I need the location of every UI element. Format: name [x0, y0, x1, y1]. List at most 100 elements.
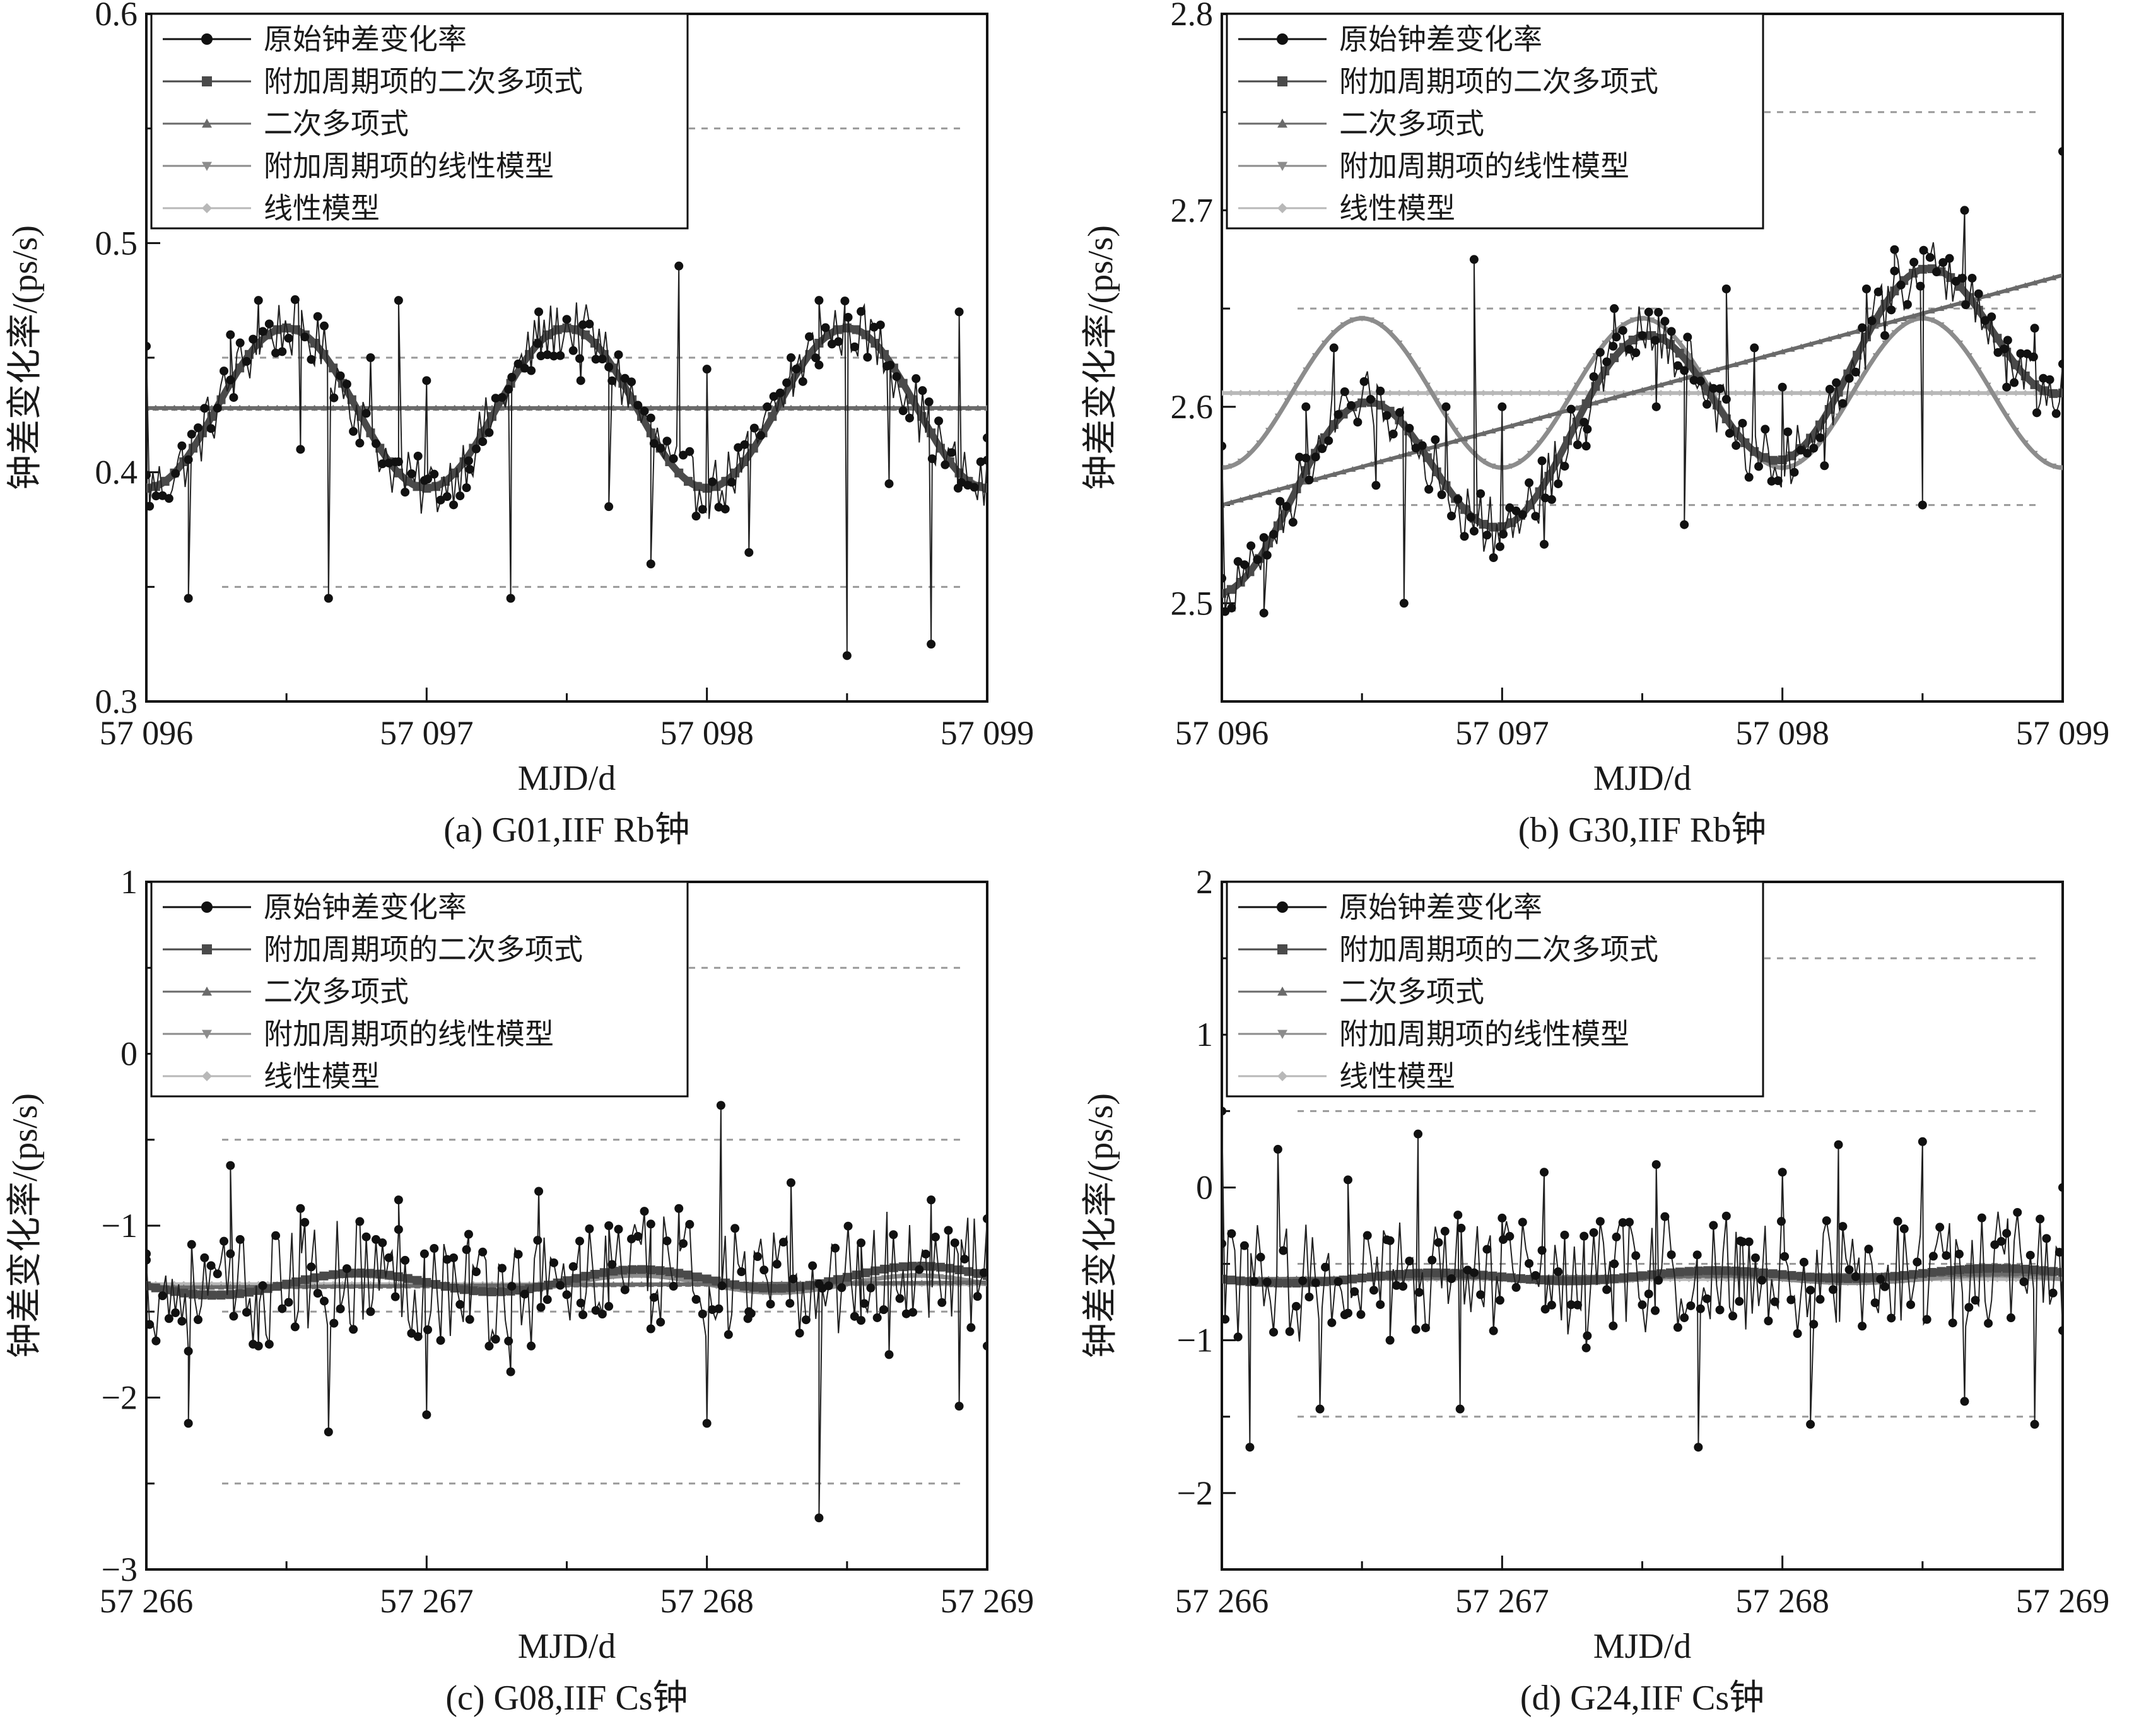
panel-a-model-point	[544, 404, 551, 411]
panel-d-raw-point	[1227, 1229, 1236, 1238]
panel-d-raw-point	[2030, 1419, 2039, 1429]
panel-b-model-point	[1517, 420, 1524, 426]
panel-d-raw-point	[1744, 1237, 1754, 1246]
panel-a-raw-point	[798, 377, 807, 386]
panel-b-model-point	[2012, 284, 2019, 291]
panel-b-model-point	[1676, 390, 1683, 397]
panel-c-raw-point	[866, 1283, 876, 1293]
panel-c-raw-point	[954, 1402, 964, 1411]
panel-a-model-point	[386, 404, 393, 411]
panel-b-raw-point	[1566, 404, 1576, 414]
panel-d-raw-point	[1638, 1300, 1647, 1310]
panel-d-raw-point	[1964, 1303, 1974, 1312]
panel-a-raw-point	[927, 640, 936, 649]
panel-b-raw-point	[2058, 147, 2063, 156]
panel-c-raw-point	[465, 1315, 474, 1324]
panel-b-model-point	[1620, 322, 1627, 328]
panel-c-raw-point	[884, 1350, 894, 1359]
panel-c-raw-point	[766, 1299, 775, 1309]
panel-b-raw-point	[1497, 402, 1507, 411]
panel-a-raw-point	[324, 594, 333, 603]
panel-d-raw-point	[1315, 1404, 1325, 1414]
panel-c-raw-point	[872, 1313, 882, 1322]
panel-b-model-point	[1648, 390, 1655, 397]
panel-a-model-point	[479, 404, 486, 411]
panel-c-y-tick-label: 0	[120, 1035, 138, 1073]
panel-c-model-point	[918, 1279, 925, 1286]
panel-a-model-point	[852, 325, 861, 334]
panel-b-model-point	[1340, 468, 1347, 474]
panel-b-raw-point	[1447, 512, 1456, 521]
panel-c-raw-point	[585, 1224, 594, 1234]
panel-c-model-point	[638, 1281, 645, 1287]
panel-a-model-point	[862, 404, 869, 411]
panel-a-model-point	[329, 363, 338, 373]
panel-b-model-point	[2060, 465, 2063, 471]
panel-b-model-point	[2003, 287, 2010, 293]
panel-a-model-point	[302, 404, 308, 411]
panel-b-model-point	[1667, 379, 1673, 385]
panel-d-x-tick-label: 57 269	[2016, 1582, 2110, 1620]
panel-d-raw-point	[1518, 1217, 1527, 1227]
panel-a-model-point	[245, 404, 252, 411]
panel-d-raw-point	[1537, 1246, 1547, 1255]
panel-d-raw-point	[1411, 1325, 1421, 1334]
panel-d-raw-point	[2048, 1288, 2058, 1298]
panel-b-model-point	[1517, 459, 1524, 465]
panel-d-raw-point	[2002, 1229, 2012, 1238]
panel-a-model-point	[946, 404, 953, 411]
panel-a-raw-point	[264, 319, 274, 329]
panel-a-raw-point	[918, 386, 927, 396]
panel-a-caption: (a) G01,IIF Rb钟	[443, 811, 689, 850]
panel-a-legend-marker	[202, 203, 212, 213]
panel-c-model-point	[954, 1265, 964, 1274]
panel-a-model-point	[207, 412, 216, 421]
panel-b-model-point	[1740, 438, 1750, 447]
panel-b-model-point	[1966, 353, 1972, 359]
panel-c-model-point	[179, 1288, 189, 1298]
panel-c-raw-point	[966, 1323, 976, 1332]
panel-c-raw-point	[342, 1264, 351, 1274]
panel-c-raw-point	[927, 1195, 936, 1205]
panel-a-model-point	[741, 404, 747, 411]
panel-b-raw-point	[1916, 281, 1925, 291]
panel-b-raw-point	[1222, 442, 1226, 451]
panel-c-model-point	[244, 1287, 254, 1297]
panel-b-raw-point	[2030, 324, 2039, 333]
panel-a-raw-point	[484, 428, 494, 437]
panel-a-raw-point	[782, 378, 792, 387]
panel-c-model-point	[684, 1270, 693, 1280]
panel-b-raw-point	[1573, 440, 1582, 450]
panel-c-raw-point	[171, 1308, 180, 1318]
panel-a-model-point	[853, 404, 860, 411]
panel-a-model-point	[591, 404, 598, 411]
panel-a-model-point	[732, 404, 739, 411]
panel-b-raw-point	[2058, 359, 2063, 368]
panel-d-legend-marker	[1277, 1071, 1287, 1081]
panel-b-model-point	[2022, 282, 2029, 288]
panel-c-raw-point	[290, 1322, 300, 1332]
panel-b-raw-point	[1974, 289, 1983, 298]
panel-b-model-point	[1658, 382, 1665, 388]
panel-d-raw-point	[1455, 1404, 1465, 1414]
panel-d-model-point	[1282, 1279, 1292, 1288]
panel-c-raw-point	[324, 1428, 333, 1436]
panel-d-legend-label: 二次多项式	[1339, 976, 1484, 1008]
panel-b-raw-point	[1815, 433, 1825, 442]
panel-a-legend-marker	[201, 33, 213, 45]
panel-d-raw-point	[1680, 1313, 1689, 1322]
panel-a-raw-point	[614, 350, 623, 360]
panel-a-raw-point	[146, 341, 151, 351]
panel-b-model-point	[1564, 398, 1571, 404]
panel-d-model-point	[2012, 1270, 2019, 1277]
panel-a-model-point	[470, 404, 477, 411]
panel-d-raw-point	[1269, 1327, 1279, 1337]
panel-d-raw-point	[1828, 1285, 1837, 1294]
panel-d-raw-point	[1573, 1300, 1582, 1310]
panel-c-model-point	[273, 1282, 282, 1291]
chart-b: 57 096 57 097 57 098 57 099 2.5 2.6 2.7 2.8 MJD/…	[1081, 0, 2109, 850]
panel-b-raw-point	[1347, 401, 1356, 410]
panel-b-x-axis-title: MJD/d	[1593, 759, 1692, 798]
panel-a-raw-point	[177, 441, 187, 450]
panel-c-legend-marker	[201, 901, 213, 913]
